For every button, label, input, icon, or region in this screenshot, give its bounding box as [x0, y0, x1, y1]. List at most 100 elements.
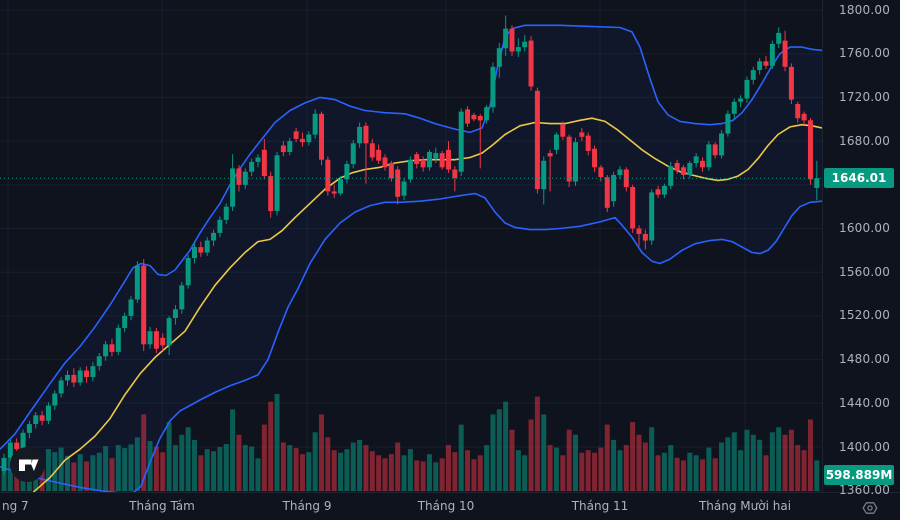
volume-bar: [45, 449, 51, 491]
volume-bar: [153, 446, 159, 491]
price-axis-label: 1400.00: [839, 439, 891, 454]
candle-body: [84, 370, 90, 378]
volume-bar: [757, 439, 763, 491]
volume-bar: [166, 422, 172, 491]
candle-body: [204, 240, 210, 253]
volume-bar: [592, 452, 598, 491]
current-price-value: 1646.01: [831, 171, 887, 186]
candle-body: [630, 187, 636, 229]
candle-body: [477, 116, 483, 121]
candle-body: [223, 206, 229, 220]
candle-body: [331, 191, 337, 194]
candle-body: [579, 132, 585, 137]
candle-body: [217, 219, 223, 233]
candle-body: [388, 163, 394, 179]
volume-bar: [750, 434, 756, 491]
candle-body: [680, 167, 686, 175]
time-axis[interactable]: ng 7 Tháng Tám Tháng 9 Tháng 10 Tháng 11 Thán…: [0, 492, 900, 520]
candle-body: [274, 155, 280, 211]
price-axis-label: 1720.00: [839, 89, 891, 104]
candle-body: [211, 232, 217, 241]
volume-bar: [344, 449, 350, 491]
candle-body: [7, 442, 13, 458]
time-axis-label: Tháng 11: [571, 499, 629, 513]
candle-body: [179, 285, 185, 310]
volume-bar: [90, 455, 96, 491]
plot-area[interactable]: [0, 0, 822, 506]
candle-body: [344, 164, 350, 180]
volume-bar: [788, 429, 794, 491]
volume-bar: [306, 452, 312, 491]
volume-bar: [649, 427, 655, 491]
price-axis-label: 1680.00: [839, 133, 891, 148]
candle-body: [90, 366, 96, 378]
volume-bar: [426, 454, 432, 491]
candle-body: [141, 265, 147, 345]
volume-bar: [553, 447, 559, 491]
volume-bar: [395, 442, 401, 491]
candle-body: [744, 79, 750, 99]
volume-bar: [198, 455, 204, 491]
candle-body: [490, 66, 496, 108]
current-volume-value: 598.889M: [825, 468, 893, 483]
volume-bar: [230, 409, 236, 491]
time-axis-label: Tháng 9: [282, 499, 332, 513]
volume-bar: [579, 452, 585, 491]
volume-bar: [668, 445, 674, 491]
volume-bar: [674, 457, 680, 491]
volume-bar: [471, 459, 477, 491]
candle-body: [109, 344, 115, 352]
candle-body: [382, 157, 388, 168]
volume-bar: [280, 442, 286, 491]
volume-bar: [185, 427, 191, 491]
volume-bar: [242, 445, 248, 491]
volume-bar: [338, 452, 344, 491]
volume-bar: [1, 464, 7, 491]
candle-body: [357, 126, 363, 144]
candle-body: [700, 160, 705, 168]
volume-bar: [782, 434, 788, 491]
volume-bar: [331, 450, 337, 491]
time-axis-label: ng 7: [2, 499, 29, 513]
volume-bar: [58, 447, 64, 491]
volume-bar: [160, 452, 166, 491]
candle-body: [573, 142, 578, 182]
candle-body: [65, 374, 70, 381]
candle-body: [541, 160, 547, 190]
volume-bar: [611, 439, 617, 491]
candle-body: [642, 234, 648, 241]
candle-body: [312, 113, 318, 135]
volume-bar: [458, 424, 464, 491]
volume-bar: [369, 451, 375, 491]
candle-body: [623, 169, 629, 187]
candle-body: [452, 169, 458, 179]
volume-bar: [261, 424, 267, 491]
volume-bar: [560, 455, 566, 491]
volume-bar: [630, 422, 636, 491]
volume-bar: [496, 409, 502, 491]
candle-body: [439, 153, 445, 168]
bollinger-band-fill: [0, 25, 822, 492]
volume-bar: [484, 445, 490, 491]
time-axis-label: Tháng 10: [417, 499, 475, 513]
bollinger-lower-band: [0, 192, 822, 492]
price-axis[interactable]: 1800.001760.001720.001680.001640.001600.…: [822, 0, 900, 497]
candle-body: [280, 145, 286, 153]
volume-bar: [642, 442, 648, 491]
price-axis-label: 1760.00: [839, 46, 891, 61]
current-volume-badge: 598.889M: [824, 465, 894, 486]
candle-body: [814, 178, 820, 188]
timezone-settings-icon[interactable]: [861, 499, 879, 517]
volume-bar: [134, 437, 140, 491]
tradingview-logo[interactable]: [9, 446, 46, 483]
candle-body: [446, 149, 451, 170]
volume-bar: [249, 446, 255, 491]
volume-bar: [299, 454, 305, 491]
candle-body: [338, 179, 344, 194]
volume-bar: [84, 461, 90, 491]
candle-body: [255, 157, 261, 162]
volume-bar: [439, 458, 445, 491]
volume-bar: [293, 448, 299, 491]
candle-body: [407, 159, 413, 180]
